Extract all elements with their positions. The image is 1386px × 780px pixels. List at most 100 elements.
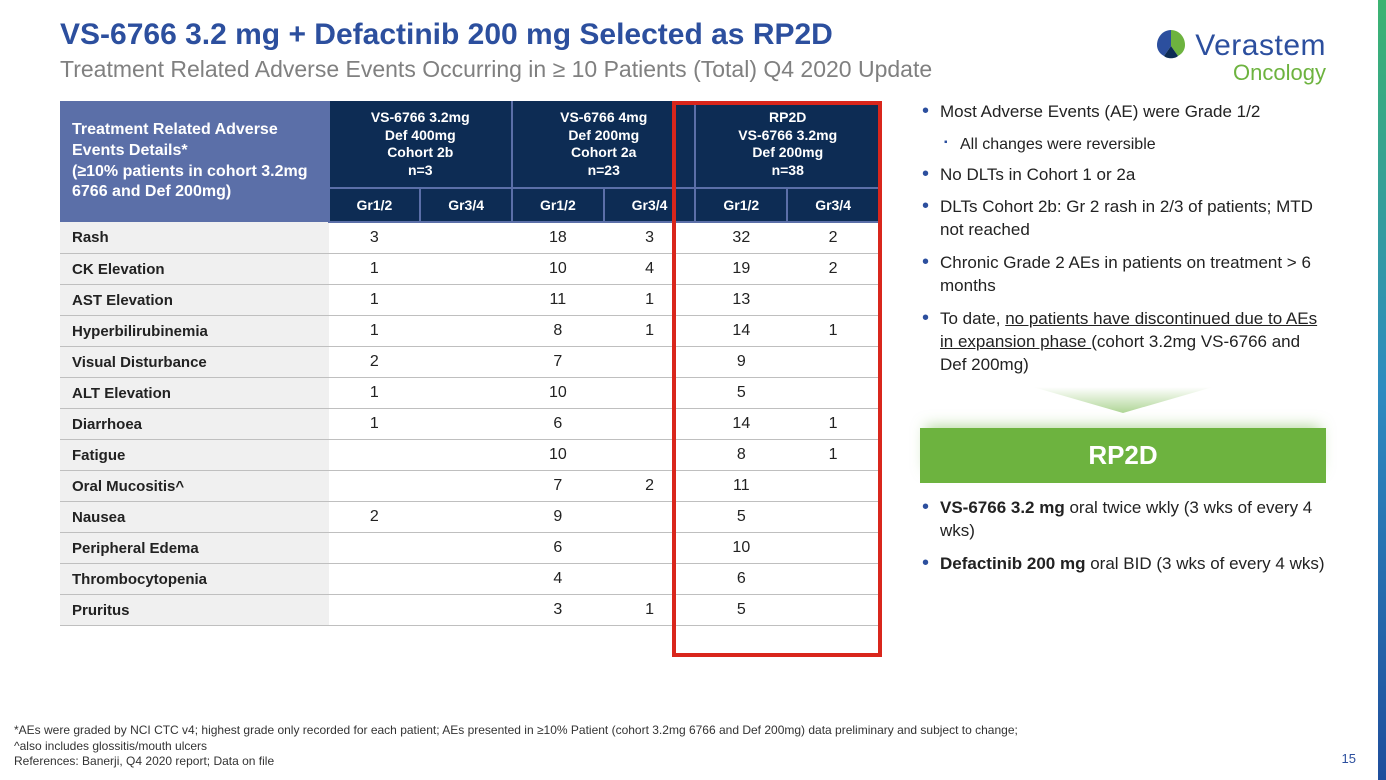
table-row: Rash3183322 — [60, 222, 879, 254]
ae-value: 18 — [512, 222, 604, 254]
ae-value: 10 — [512, 378, 604, 409]
ae-value — [329, 440, 421, 471]
bullet-no-discontinuation: To date, no patients have discontinued d… — [920, 308, 1326, 377]
ae-value — [787, 595, 879, 626]
ae-value: 1 — [329, 285, 421, 316]
ae-value — [420, 378, 512, 409]
table-row: Visual Disturbance279 — [60, 347, 879, 378]
ae-value — [420, 502, 512, 533]
footnote-3: References: Banerji, Q4 2020 report; Dat… — [14, 754, 1326, 770]
ae-value: 1 — [329, 409, 421, 440]
ae-value: 6 — [512, 533, 604, 564]
ae-value — [329, 595, 421, 626]
table-row: Hyperbilirubinemia181141 — [60, 316, 879, 347]
table-corner-header: Treatment Related Adverse Events Details… — [60, 101, 329, 222]
ae-name: Fatigue — [60, 440, 329, 471]
ae-value: 1 — [787, 440, 879, 471]
ae-name: Thrombocytopenia — [60, 564, 329, 595]
ae-value — [329, 564, 421, 595]
ae-value: 5 — [695, 502, 787, 533]
ae-value: 6 — [695, 564, 787, 595]
ae-value — [787, 285, 879, 316]
page-number: 15 — [1342, 751, 1356, 766]
ae-value: 6 — [512, 409, 604, 440]
slide-content: Verastem Oncology VS-6766 3.2 mg + Defac… — [0, 0, 1386, 626]
ae-value — [420, 347, 512, 378]
slide-title: VS-6766 3.2 mg + Defactinib 200 mg Selec… — [60, 18, 1326, 52]
ae-value — [787, 564, 879, 595]
bullet-no-dlts: No DLTs in Cohort 1 or 2a — [920, 164, 1326, 187]
bullet-reversible: All changes were reversible — [920, 134, 1326, 156]
ae-value: 10 — [512, 440, 604, 471]
ae-name: CK Elevation — [60, 254, 329, 285]
bullet-chronic: Chronic Grade 2 AEs in patients on treat… — [920, 252, 1326, 298]
ae-value — [420, 595, 512, 626]
cohort-header-1: VS-6766 4mg Def 200mg Cohort 2a n=23 — [512, 101, 695, 188]
ae-name: Hyperbilirubinemia — [60, 316, 329, 347]
ae-value: 1 — [604, 285, 696, 316]
rp2d-banner: RP2D — [920, 428, 1326, 483]
table-row: Nausea295 — [60, 502, 879, 533]
ae-value: 7 — [512, 347, 604, 378]
ae-value: 2 — [787, 254, 879, 285]
ae-value: 14 — [695, 316, 787, 347]
ae-value — [604, 564, 696, 595]
ae-value — [787, 471, 879, 502]
ae-value: 10 — [512, 254, 604, 285]
ae-value: 7 — [512, 471, 604, 502]
table-row: Oral Mucositis^7211 — [60, 471, 879, 502]
slide-subtitle: Treatment Related Adverse Events Occurri… — [60, 56, 1326, 83]
ae-value: 14 — [695, 409, 787, 440]
corner-text: Treatment Related Adverse Events Details… — [72, 121, 308, 200]
table-row: ALT Elevation1 10 5 — [60, 378, 879, 409]
table-row: Thrombocytopenia 4 6 — [60, 564, 879, 595]
ae-value: 4 — [512, 564, 604, 595]
footnote-1: *AEs were graded by NCI CTC v4; highest … — [14, 723, 1326, 739]
ae-value: 3 — [604, 222, 696, 254]
ae-table-container: Treatment Related Adverse Events Details… — [60, 101, 880, 626]
ae-value — [420, 409, 512, 440]
ae-value — [787, 378, 879, 409]
table-row: AST Elevation111113 — [60, 285, 879, 316]
ae-value — [787, 533, 879, 564]
ae-value: 5 — [695, 378, 787, 409]
ae-name: Pruritus — [60, 595, 329, 626]
ae-value — [604, 378, 696, 409]
table-row: Diarrhoea16141 — [60, 409, 879, 440]
ae-value: 1 — [604, 595, 696, 626]
ae-name: Visual Disturbance — [60, 347, 329, 378]
logo-icon — [1153, 28, 1189, 64]
ae-value — [420, 222, 512, 254]
bullet-dlts-2b: DLTs Cohort 2b: Gr 2 rash in 2/3 of pati… — [920, 196, 1326, 242]
ae-value: 1 — [329, 254, 421, 285]
ae-value: 10 — [695, 533, 787, 564]
table-row: Peripheral Edema610 — [60, 533, 879, 564]
ae-value: 1 — [329, 378, 421, 409]
ae-value — [420, 440, 512, 471]
ae-value — [604, 533, 696, 564]
ae-value — [604, 409, 696, 440]
cohort-header-2: RP2D VS-6766 3.2mg Def 200mg n=38 — [695, 101, 879, 188]
rp2d-dose-1: VS-6766 3.2 mg oral twice wkly (3 wks of… — [920, 497, 1326, 543]
ae-value — [787, 347, 879, 378]
ae-value — [420, 254, 512, 285]
ae-value — [420, 471, 512, 502]
ae-value: 9 — [512, 502, 604, 533]
footnote-2: ^also includes glossitis/mouth ulcers — [14, 739, 1326, 755]
ae-value: 19 — [695, 254, 787, 285]
arrow-down-icon — [920, 387, 1326, 420]
company-logo: Verastem Oncology — [1153, 28, 1326, 86]
ae-value: 3 — [512, 595, 604, 626]
ae-name: ALT Elevation — [60, 378, 329, 409]
rp2d-dose-2: Defactinib 200 mg oral BID (3 wks of eve… — [920, 553, 1326, 576]
summary-column: Most Adverse Events (AE) were Grade 1/2 … — [920, 101, 1326, 586]
ae-value: 2 — [329, 347, 421, 378]
ae-value: 11 — [695, 471, 787, 502]
ae-value: 5 — [695, 595, 787, 626]
ae-value: 11 — [512, 285, 604, 316]
ae-value: 2 — [604, 471, 696, 502]
ae-value — [329, 471, 421, 502]
ae-value: 4 — [604, 254, 696, 285]
ae-value — [787, 502, 879, 533]
footnotes: *AEs were graded by NCI CTC v4; highest … — [14, 723, 1326, 770]
